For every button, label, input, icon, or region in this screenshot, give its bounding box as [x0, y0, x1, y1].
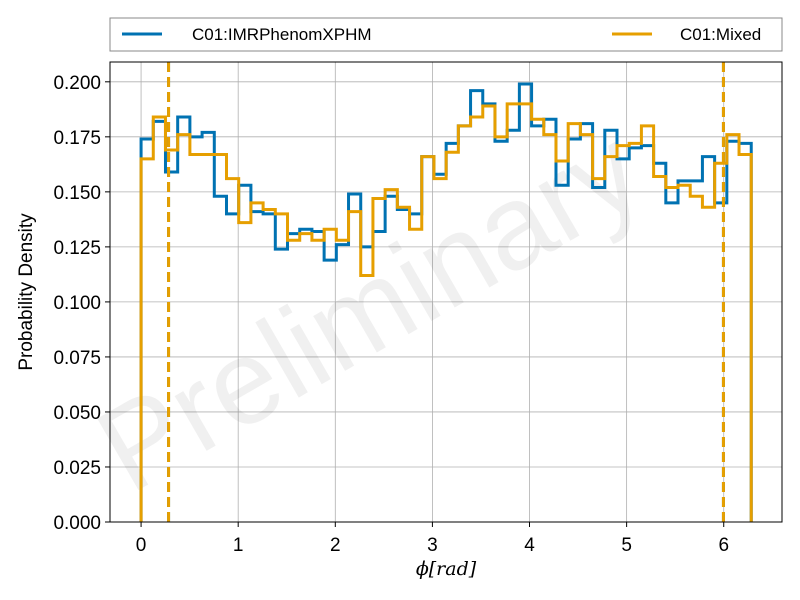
- gridlines: [110, 62, 782, 523]
- plot-frame: [109, 61, 783, 523]
- y-tick-label: 0.000: [53, 513, 101, 534]
- series-layer: [139, 62, 753, 522]
- x-tick-label: 3: [427, 535, 438, 556]
- x-tick-label: 1: [233, 535, 244, 556]
- x-tick-label: 6: [718, 535, 729, 556]
- legend: C01:IMRPhenomXPHM C01:Mixed: [109, 17, 783, 52]
- y-tick-label: 0.175: [53, 128, 101, 149]
- x-tick-label: 2: [330, 535, 341, 556]
- legend-label: C01:IMRPhenomXPHM: [192, 25, 372, 44]
- y-tick-label: 0.200: [53, 73, 101, 94]
- y-tick-label: 0.100: [53, 293, 101, 314]
- histogram-step-line: [139, 102, 753, 522]
- y-tick-label: 0.050: [53, 403, 101, 424]
- x-tick-label: 4: [524, 535, 535, 556]
- y-axis-label: Probability Density: [16, 213, 37, 371]
- y-tick-label: 0.150: [53, 183, 101, 204]
- series-c01-mixed: [139, 62, 753, 522]
- x-tick-label: 0: [136, 535, 147, 556]
- y-tick-label: 0.075: [53, 348, 101, 369]
- legend-label: C01:Mixed: [680, 25, 761, 44]
- y-tick-label: 0.125: [53, 238, 101, 259]
- axis-ticks: 0 1 2 3 4 5 6 0.000 0.025 0.050 0.075 0.100 0.125 0.1…: [53, 73, 729, 556]
- y-tick-label: 0.025: [53, 458, 101, 479]
- legend-box: [109, 17, 783, 52]
- x-tick-label: 5: [621, 535, 632, 556]
- x-axis-label: ϕ[rad]: [416, 558, 477, 580]
